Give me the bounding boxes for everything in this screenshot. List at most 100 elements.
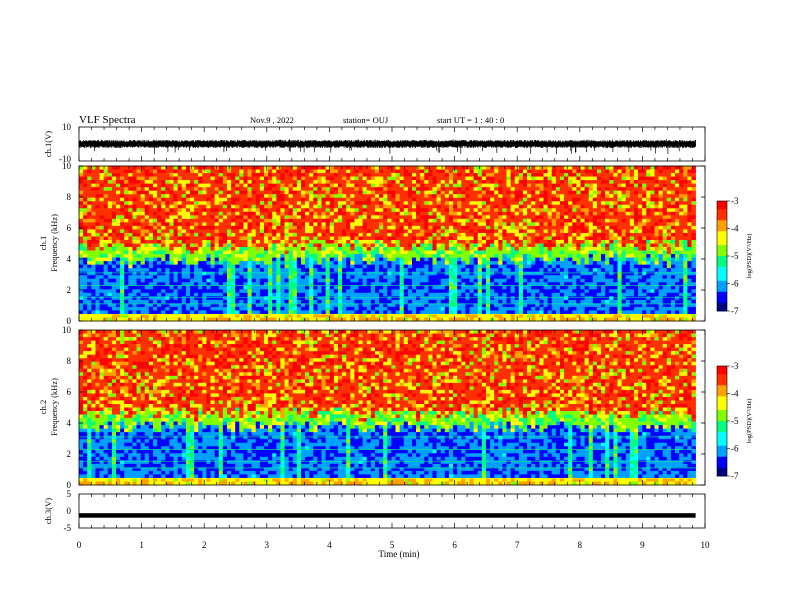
spectrogram-cell: [453, 208, 458, 213]
spectrogram-cell: [465, 211, 470, 216]
spectrogram-cell: [144, 243, 150, 248]
spectrogram-cell: [522, 257, 528, 262]
spectrogram-cell: [362, 190, 368, 195]
spectrogram-cell: [362, 271, 368, 276]
spectrogram-cell: [317, 218, 322, 223]
spectrogram-cell: [185, 317, 191, 322]
spectrogram-cell: [329, 254, 335, 258]
spectrogram-cell: [362, 254, 368, 258]
spectrogram-cell: [305, 166, 310, 170]
spectrogram-cell: [181, 236, 187, 241]
spectrogram-cell: [144, 229, 150, 234]
spectrogram-cell: [481, 313, 487, 318]
spectrogram-cell: [469, 225, 474, 230]
spectrogram-cell: [531, 285, 536, 290]
spectrogram-cell: [432, 222, 437, 227]
spectrogram-cell: [296, 268, 302, 272]
spectrogram-cell: [173, 225, 178, 230]
spectrogram-cell: [403, 243, 409, 248]
spectrogram-cell: [243, 197, 248, 202]
spectrogram-cell: [83, 194, 88, 198]
spectrogram-cell: [527, 183, 532, 188]
spectrogram-cell: [144, 173, 150, 177]
spectrogram-cell: [428, 194, 433, 198]
spectrogram-cell: [165, 180, 170, 184]
spectrogram-cell: [91, 264, 96, 269]
spectrogram-cell: [136, 268, 141, 272]
spectrogram-cell: [411, 183, 417, 188]
spectrogram-cell: [185, 180, 191, 184]
spectrogram-cell: [157, 299, 162, 304]
spectrogram-cell: [144, 261, 150, 265]
spectrogram-cell: [436, 303, 442, 308]
spectrogram-cell: [305, 218, 310, 223]
spectrogram-cell: [432, 303, 437, 308]
spectrogram-cell: [465, 254, 470, 258]
spectrogram-cell: [366, 299, 372, 304]
spectrogram-cell: [214, 299, 220, 304]
spectrogram-cell: [535, 190, 540, 195]
spectrogram-cell: [444, 257, 450, 262]
spectrogram-cell: [350, 187, 355, 191]
spectrogram-cell: [79, 275, 84, 280]
spectrogram-cell: [165, 239, 170, 244]
spectrogram-cell: [399, 299, 405, 304]
spectrogram-cell: [272, 292, 277, 297]
spectrogram-cell: [300, 201, 306, 206]
spectrogram-cell: [477, 187, 483, 191]
spectrogram-cell: [374, 166, 380, 170]
spectrogram-cell: [465, 183, 470, 188]
spectrogram-cell: [473, 292, 479, 297]
spectrogram-cell: [498, 271, 503, 276]
spectrogram-cell: [272, 278, 277, 283]
spectrogram-cell: [157, 250, 162, 255]
spectrogram-cell: [407, 310, 413, 315]
spectrogram-cell: [288, 229, 294, 234]
spectrogram-cell: [374, 232, 380, 237]
spectrogram-cell: [395, 250, 400, 255]
spectrogram-cell: [510, 250, 516, 255]
spectrogram-cell: [362, 257, 368, 262]
spectrogram-cell: [124, 282, 129, 287]
spectrogram-cell: [173, 215, 178, 220]
spectrogram-cell: [395, 173, 400, 177]
spectrogram-cell: [485, 204, 491, 209]
spectrogram-cell: [231, 232, 236, 237]
spectrogram-cell: [263, 211, 269, 216]
spectrogram-cell: [136, 236, 141, 241]
spectrogram-cell: [444, 317, 450, 322]
spectrogram-cell: [165, 247, 170, 251]
spectrogram-cell: [440, 282, 446, 287]
spectrogram-cell: [107, 211, 113, 216]
spectrogram-cell: [358, 268, 363, 272]
spectrogram-cell: [391, 208, 396, 213]
spectrogram-cell: [510, 211, 516, 216]
spectrogram-cell: [288, 257, 294, 262]
spectrogram-cell: [210, 317, 215, 322]
spectrogram-cell: [181, 296, 187, 301]
spectrogram-cell: [354, 222, 359, 227]
spectrogram-cell: [116, 218, 121, 223]
spectrogram-cell: [161, 257, 166, 262]
spectrogram-cell: [420, 169, 425, 174]
spectrogram-cell: [317, 317, 322, 322]
spectrogram-cell: [337, 268, 343, 272]
spectrogram-cell: [465, 190, 470, 195]
spectrogram-cell: [428, 299, 433, 304]
spectrogram-cell: [116, 236, 121, 241]
spectrogram-cell: [358, 264, 363, 269]
spectrogram-cell: [498, 313, 503, 318]
spectrogram-cell: [132, 183, 137, 188]
spectrogram-cell: [202, 215, 207, 220]
spectrogram-cell: [87, 310, 92, 315]
spectrogram-cell: [247, 275, 252, 280]
spectrogram-cell: [387, 187, 392, 191]
spectrogram-cell: [424, 264, 429, 269]
spectrogram-cell: [120, 173, 125, 177]
spectrogram-cell: [440, 176, 446, 181]
spectrogram-cell: [152, 261, 158, 265]
spectrogram-cell: [259, 180, 265, 184]
spectrogram-cell: [107, 254, 113, 258]
spectrogram-cell: [120, 239, 125, 244]
spectrogram-cell: [403, 306, 409, 311]
